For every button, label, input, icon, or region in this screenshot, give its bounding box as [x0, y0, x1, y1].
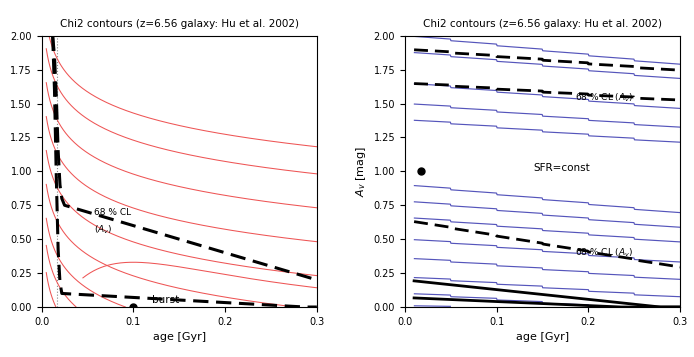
- Text: 68 % CL ($A_v$): 68 % CL ($A_v$): [575, 246, 633, 259]
- Y-axis label: $A_v$ [mag]: $A_v$ [mag]: [354, 146, 368, 197]
- Title: Chi2 contours (z=6.56 galaxy: Hu et al. 2002): Chi2 contours (z=6.56 galaxy: Hu et al. …: [423, 19, 662, 29]
- Text: SFR=const: SFR=const: [534, 164, 590, 174]
- X-axis label: age [Gyr]: age [Gyr]: [153, 332, 206, 342]
- Title: Chi2 contours (z=6.56 galaxy: Hu et al. 2002): Chi2 contours (z=6.56 galaxy: Hu et al. …: [60, 19, 298, 29]
- Text: $(A_v)$: $(A_v)$: [94, 223, 112, 236]
- Text: 68 % CL: 68 % CL: [94, 208, 131, 217]
- X-axis label: age [Gyr]: age [Gyr]: [516, 332, 569, 342]
- Text: 68 % CL ($A_v$): 68 % CL ($A_v$): [575, 92, 633, 104]
- Text: burst: burst: [152, 295, 179, 305]
